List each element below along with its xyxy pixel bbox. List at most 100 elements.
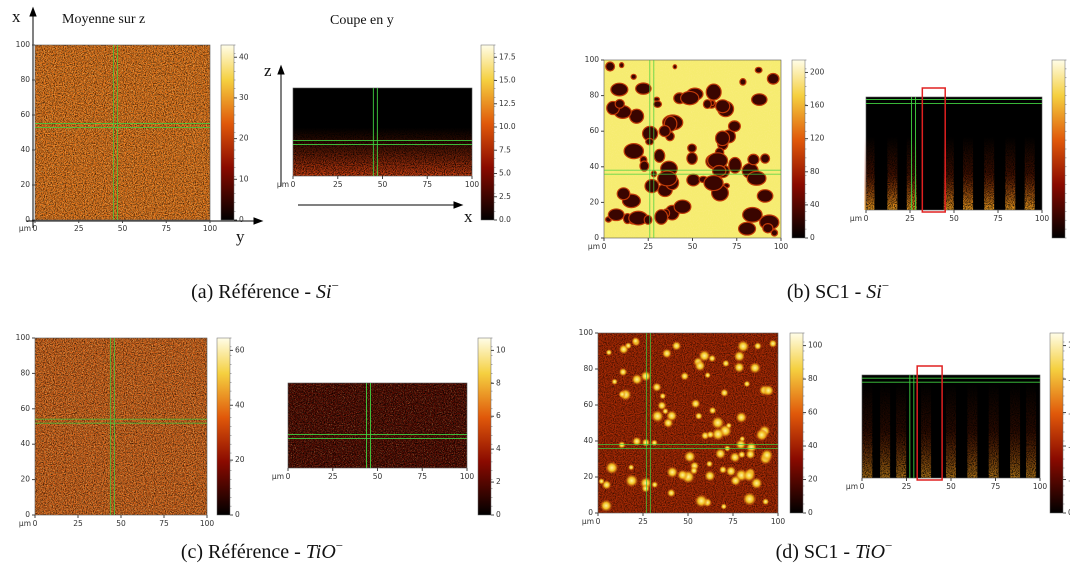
- colorbar-tick-label: 17.5: [499, 52, 516, 61]
- y-tick-label: 0: [25, 510, 30, 519]
- spot: [753, 342, 762, 350]
- caption: (b) SC1 - Si−: [787, 278, 889, 303]
- spot: [722, 359, 730, 368]
- spot: [715, 448, 726, 460]
- blob: [715, 99, 731, 114]
- spot: [725, 465, 737, 477]
- caption-name: Référence -: [218, 281, 311, 303]
- spot: [735, 411, 747, 424]
- y-tick-label: 100: [585, 55, 600, 64]
- x-tick-label: 50: [373, 472, 383, 481]
- spot: [704, 470, 716, 482]
- spot: [601, 480, 612, 490]
- y-tick-label: 100: [16, 333, 31, 342]
- y-tick-label: 20: [589, 197, 599, 206]
- blob: [737, 221, 757, 236]
- x-tick-label: 25: [73, 519, 83, 528]
- x-tick-label: 75: [993, 214, 1003, 223]
- spot: [641, 438, 651, 447]
- spot: [704, 372, 711, 379]
- spot: [733, 361, 745, 373]
- unit-label: µm: [272, 472, 284, 481]
- caption-charge: −: [885, 538, 892, 553]
- x-tick-label: 0: [596, 517, 601, 526]
- unit-label: µm: [588, 242, 600, 251]
- blob: [644, 178, 660, 194]
- caption-name: Référence -: [208, 541, 301, 563]
- blob: [635, 82, 652, 95]
- colorbar: [220, 44, 235, 221]
- colorbar-tick-label: .2: [1068, 475, 1070, 484]
- spot: [742, 492, 757, 506]
- colorbar-tick-label: 4: [496, 444, 501, 453]
- colorbar-tick-label: 80: [808, 374, 818, 383]
- x-tick-label: 0: [291, 180, 296, 189]
- colorbar-tick-label: 6: [496, 411, 501, 420]
- caption-label: (d): [776, 541, 799, 563]
- x-tick-label: 0: [33, 519, 38, 528]
- colorbar-tick-label: 7.5: [499, 145, 511, 154]
- spot: [694, 360, 706, 372]
- highlight-box: [921, 87, 946, 213]
- spot: [762, 498, 770, 506]
- spot: [708, 354, 716, 363]
- x-tick-label: 50: [949, 214, 959, 223]
- spot: [694, 494, 708, 508]
- blob: [630, 73, 637, 80]
- y-tick-label: 60: [589, 126, 599, 135]
- caption-label: (b): [787, 281, 810, 303]
- blob: [747, 153, 760, 166]
- spot: [749, 362, 761, 374]
- x-tick-label: 50: [688, 242, 698, 251]
- colorbar-tick-label: 20: [239, 134, 249, 143]
- colorbar: [1051, 59, 1066, 239]
- blob: [686, 173, 701, 187]
- x-tick-label: 25: [638, 517, 648, 526]
- blob: [607, 208, 625, 222]
- annotations: x Moyenne sur z y Coupe en y z x: [12, 6, 473, 246]
- colorbar: [791, 59, 806, 239]
- colorbar: [789, 332, 804, 514]
- colorbar-tick-label: .4: [1068, 441, 1070, 450]
- colorbar: [480, 44, 495, 221]
- x-tick-label: 75: [417, 472, 427, 481]
- noise: [35, 338, 207, 515]
- blob: [643, 214, 653, 225]
- blob: [618, 62, 625, 69]
- blob: [703, 174, 724, 192]
- x-tick-label: 75: [422, 180, 432, 189]
- colorbar-tick-label: 30: [239, 93, 249, 102]
- y-tick-label: 20: [20, 180, 30, 189]
- colorbar-tick-label: 12.5: [499, 99, 516, 108]
- colorbar-tick-label: 8: [496, 378, 501, 387]
- spot: [725, 422, 732, 429]
- blob: [751, 93, 768, 106]
- x-tick-label: 100: [774, 242, 789, 251]
- blob: [766, 72, 780, 85]
- colorbar-tick-label: 160: [810, 101, 825, 110]
- y-tick-label: 60: [20, 404, 30, 413]
- highlight-box: [916, 365, 943, 481]
- spot: [762, 384, 775, 397]
- x-tick-label: 50: [116, 519, 126, 528]
- spot: [730, 475, 741, 486]
- caption: (d) SC1 - TiO−: [776, 538, 893, 563]
- x-tick-label: 50: [118, 224, 128, 233]
- spot: [651, 409, 664, 423]
- x-tick-label: 100: [203, 224, 218, 233]
- spot: [720, 388, 729, 397]
- y-tick-label: 40: [20, 439, 30, 448]
- colorbar-tick-label: 0: [239, 215, 244, 224]
- blob: [654, 209, 669, 225]
- spot: [611, 378, 618, 385]
- blob: [686, 151, 698, 165]
- spot: [628, 464, 635, 471]
- spot: [624, 342, 632, 350]
- spot: [661, 348, 672, 359]
- y-tick-label: 0: [594, 233, 599, 242]
- caption-label: (a): [191, 281, 213, 303]
